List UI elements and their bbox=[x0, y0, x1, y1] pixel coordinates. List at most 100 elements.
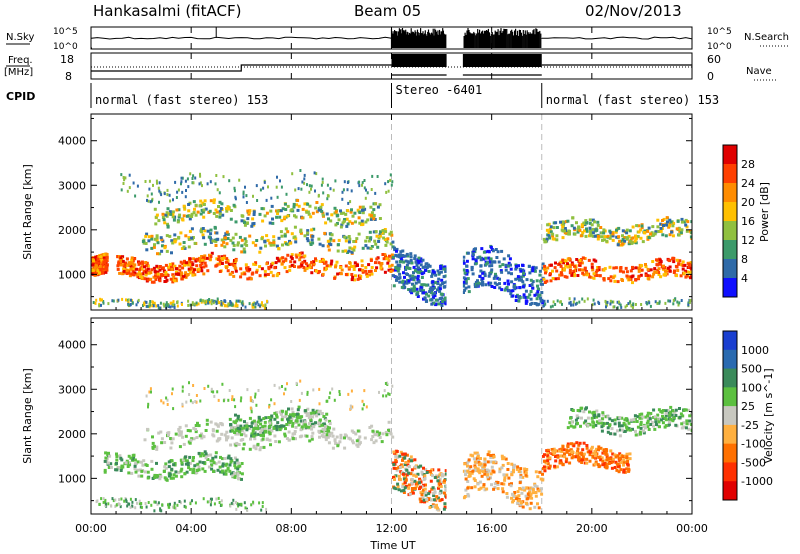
data-cell bbox=[104, 270, 108, 274]
data-cell bbox=[369, 205, 373, 209]
data-cell bbox=[252, 213, 256, 216]
data-cell bbox=[290, 417, 294, 420]
data-cell bbox=[259, 188, 262, 192]
data-cell bbox=[690, 264, 692, 268]
data-cell bbox=[475, 451, 479, 455]
data-cell bbox=[242, 195, 245, 199]
data-cell bbox=[102, 500, 105, 504]
data-cell bbox=[661, 233, 665, 237]
data-cell bbox=[230, 262, 234, 266]
data-cell bbox=[366, 246, 370, 250]
data-cell bbox=[209, 199, 213, 203]
data-cell bbox=[599, 446, 603, 450]
data-cell bbox=[219, 422, 223, 425]
data-cell bbox=[180, 247, 184, 250]
data-cell bbox=[384, 243, 388, 247]
data-cell bbox=[269, 243, 273, 247]
data-cell bbox=[545, 279, 549, 283]
data-cell bbox=[300, 391, 303, 395]
data-cell bbox=[375, 430, 379, 434]
data-cell bbox=[628, 229, 632, 233]
data-cell bbox=[272, 235, 276, 239]
data-cell bbox=[201, 299, 204, 303]
data-cell bbox=[672, 257, 676, 260]
data-cell bbox=[107, 502, 110, 506]
data-cell bbox=[240, 433, 243, 437]
data-cell bbox=[188, 217, 192, 221]
data-cell bbox=[395, 249, 398, 253]
data-cell bbox=[518, 286, 522, 289]
data-cell bbox=[166, 207, 170, 211]
data-cell bbox=[211, 299, 214, 303]
data-cell bbox=[592, 451, 595, 455]
data-cell bbox=[347, 436, 351, 440]
data-cell bbox=[109, 465, 113, 469]
data-cell bbox=[188, 271, 192, 275]
data-cell bbox=[383, 270, 387, 274]
data-cell bbox=[275, 428, 279, 432]
data-cell bbox=[288, 417, 292, 421]
data-cell bbox=[105, 502, 107, 506]
data-cell bbox=[227, 207, 231, 211]
data-cell bbox=[498, 264, 502, 268]
data-cell bbox=[261, 425, 265, 429]
data-cell bbox=[578, 409, 582, 413]
data-cell bbox=[152, 304, 155, 308]
data-cell bbox=[584, 419, 588, 423]
data-cell bbox=[387, 180, 390, 184]
data-cell bbox=[401, 452, 405, 456]
data-cell bbox=[428, 490, 432, 494]
data-cell bbox=[140, 267, 144, 271]
data-cell bbox=[312, 227, 316, 231]
data-cell bbox=[284, 412, 288, 416]
colorbar-tick-label: 500 bbox=[741, 363, 762, 376]
data-cell bbox=[582, 452, 586, 456]
data-cell bbox=[595, 409, 599, 413]
data-cell bbox=[544, 465, 548, 469]
data-cell bbox=[367, 270, 371, 273]
data-cell bbox=[148, 187, 151, 191]
data-cell bbox=[172, 303, 175, 307]
data-cell bbox=[585, 406, 588, 410]
data-cell bbox=[432, 498, 436, 502]
data-cell bbox=[209, 459, 213, 463]
data-cell bbox=[323, 416, 327, 420]
data-cell bbox=[664, 424, 668, 428]
data-cell bbox=[391, 274, 395, 278]
data-cell bbox=[438, 271, 441, 275]
data-cell bbox=[121, 297, 124, 301]
data-cell bbox=[348, 246, 352, 250]
data-cell bbox=[544, 302, 547, 306]
data-cell bbox=[188, 467, 192, 471]
data-cell bbox=[574, 266, 578, 270]
data-cell bbox=[468, 474, 472, 478]
data-cell bbox=[96, 499, 99, 503]
data-cell bbox=[529, 501, 533, 505]
data-cell bbox=[540, 291, 544, 294]
data-cell bbox=[236, 414, 240, 418]
data-cell bbox=[202, 435, 206, 439]
data-cell bbox=[606, 300, 609, 304]
data-cell bbox=[207, 465, 211, 469]
data-cell bbox=[443, 298, 447, 302]
data-cell bbox=[229, 423, 233, 427]
data-cell bbox=[394, 268, 397, 272]
data-cell bbox=[353, 211, 357, 215]
data-cell bbox=[593, 462, 597, 466]
data-cell bbox=[165, 273, 169, 277]
data-cell bbox=[374, 269, 377, 272]
data-cell bbox=[252, 210, 256, 214]
data-cell bbox=[623, 454, 627, 458]
data-cell bbox=[205, 300, 208, 304]
data-cell bbox=[142, 269, 146, 273]
data-cell bbox=[220, 243, 224, 247]
data-cell bbox=[303, 420, 307, 424]
data-cell bbox=[636, 266, 640, 270]
data-cell bbox=[272, 239, 276, 243]
data-cell bbox=[586, 416, 590, 420]
data-cell bbox=[664, 301, 667, 305]
data-cell bbox=[138, 268, 142, 272]
data-cell bbox=[391, 435, 395, 439]
data-cell bbox=[171, 213, 175, 216]
data-cell bbox=[260, 237, 264, 241]
